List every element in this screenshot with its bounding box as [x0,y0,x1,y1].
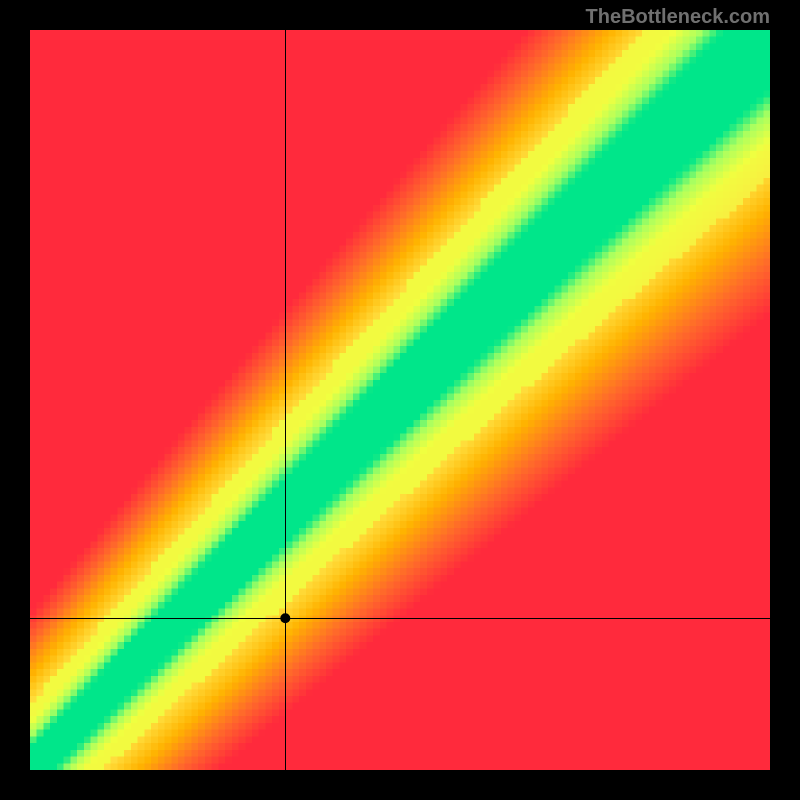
root: TheBottleneck.com [0,0,800,800]
plot-area [30,30,770,770]
crosshair-overlay [30,30,770,770]
watermark-text: TheBottleneck.com [586,6,770,29]
